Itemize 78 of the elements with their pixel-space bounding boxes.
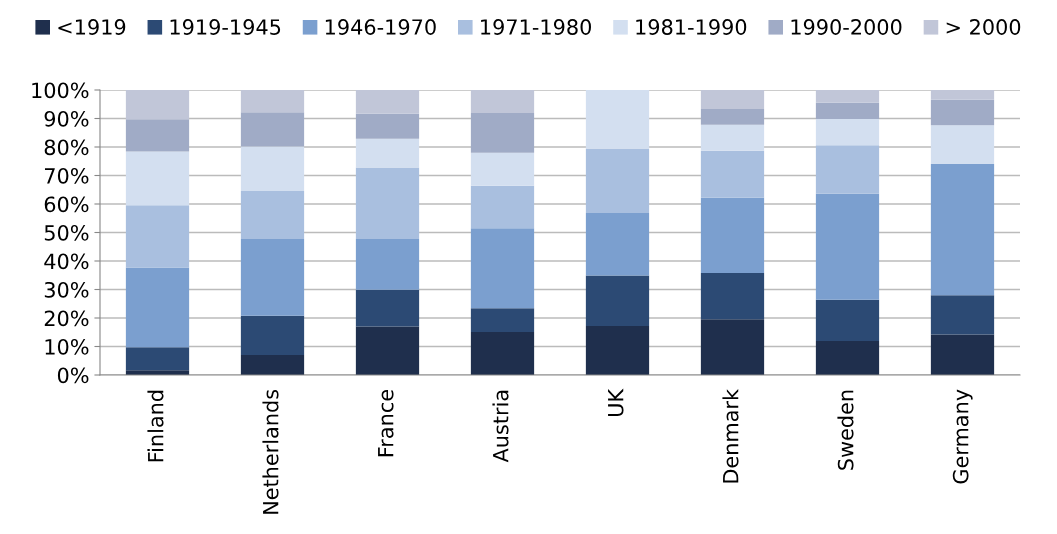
bar <box>240 112 305 147</box>
bar <box>125 267 190 348</box>
bar <box>930 295 995 335</box>
bar <box>470 90 535 114</box>
legend-label: 1919-1945 <box>170 19 281 35</box>
bar <box>815 119 880 146</box>
legend-label: 1990-2000 <box>791 19 902 35</box>
bar <box>355 167 420 240</box>
y-tick-label: 30% <box>44 281 89 298</box>
bar <box>125 205 190 268</box>
bar <box>930 99 995 126</box>
bar <box>355 289 420 327</box>
bar <box>125 151 190 206</box>
bar <box>815 145 880 194</box>
bar <box>930 334 995 375</box>
x-tick-label: Netherlands <box>262 389 279 514</box>
bar <box>700 272 765 320</box>
bar <box>585 148 650 214</box>
bar <box>585 213 650 276</box>
bar <box>240 190 305 240</box>
bar <box>240 239 305 316</box>
bar <box>125 347 190 371</box>
bar <box>700 150 765 198</box>
x-tick-label: Austria <box>492 390 509 463</box>
x-tick-label: Sweden <box>837 390 854 470</box>
x-tick-label: UK <box>608 388 624 416</box>
y-tick-label: 50% <box>44 224 89 241</box>
bar <box>240 146 305 191</box>
y-tick-label: 80% <box>44 139 89 156</box>
bar <box>700 197 765 273</box>
bar <box>355 90 420 114</box>
y-tick-label: 10% <box>45 338 89 355</box>
bar <box>700 90 765 110</box>
x-tick-label: France <box>378 390 394 457</box>
bar <box>700 124 765 151</box>
y-tick-label: 40% <box>44 253 89 270</box>
bar <box>930 164 995 296</box>
bar <box>930 125 995 165</box>
bar <box>240 315 305 356</box>
bar <box>355 113 420 139</box>
bar <box>470 152 535 186</box>
bar <box>470 308 535 332</box>
bar <box>470 331 535 375</box>
bar <box>470 113 535 153</box>
bar <box>815 193 880 300</box>
bar <box>585 325 650 375</box>
bar <box>240 355 305 375</box>
bar <box>240 90 305 113</box>
legend-label: 1971-1980 <box>481 19 591 35</box>
y-tick-label: 100% <box>32 82 89 99</box>
bar <box>125 119 190 152</box>
y-tick-label: 70% <box>44 167 89 184</box>
legend-label: 1981-1990 <box>636 19 747 35</box>
bar <box>815 90 880 103</box>
bar <box>355 239 420 290</box>
bar <box>700 319 765 375</box>
bar <box>585 275 650 326</box>
legend-label: <1919 <box>58 19 126 35</box>
legend-label: 1946-1970 <box>325 19 436 35</box>
y-tick-label: 60% <box>44 196 89 213</box>
bar <box>930 90 995 100</box>
y-tick-label: 0% <box>57 367 89 384</box>
y-tick-label: 20% <box>44 310 89 327</box>
y-tick-label: 90% <box>44 110 89 127</box>
bar <box>355 326 420 375</box>
bar <box>700 109 765 125</box>
bar <box>125 90 190 120</box>
x-tick-label: Denmark <box>722 388 739 483</box>
bar <box>470 185 535 229</box>
bar <box>815 102 880 120</box>
bar <box>585 90 650 149</box>
x-tick-label: Finland <box>147 390 164 462</box>
x-tick-label: Germany <box>952 389 973 484</box>
bar <box>470 228 535 309</box>
legend-label: > 2000 <box>946 19 1021 35</box>
bar <box>815 299 880 342</box>
bar <box>355 138 420 168</box>
bar <box>815 341 880 375</box>
